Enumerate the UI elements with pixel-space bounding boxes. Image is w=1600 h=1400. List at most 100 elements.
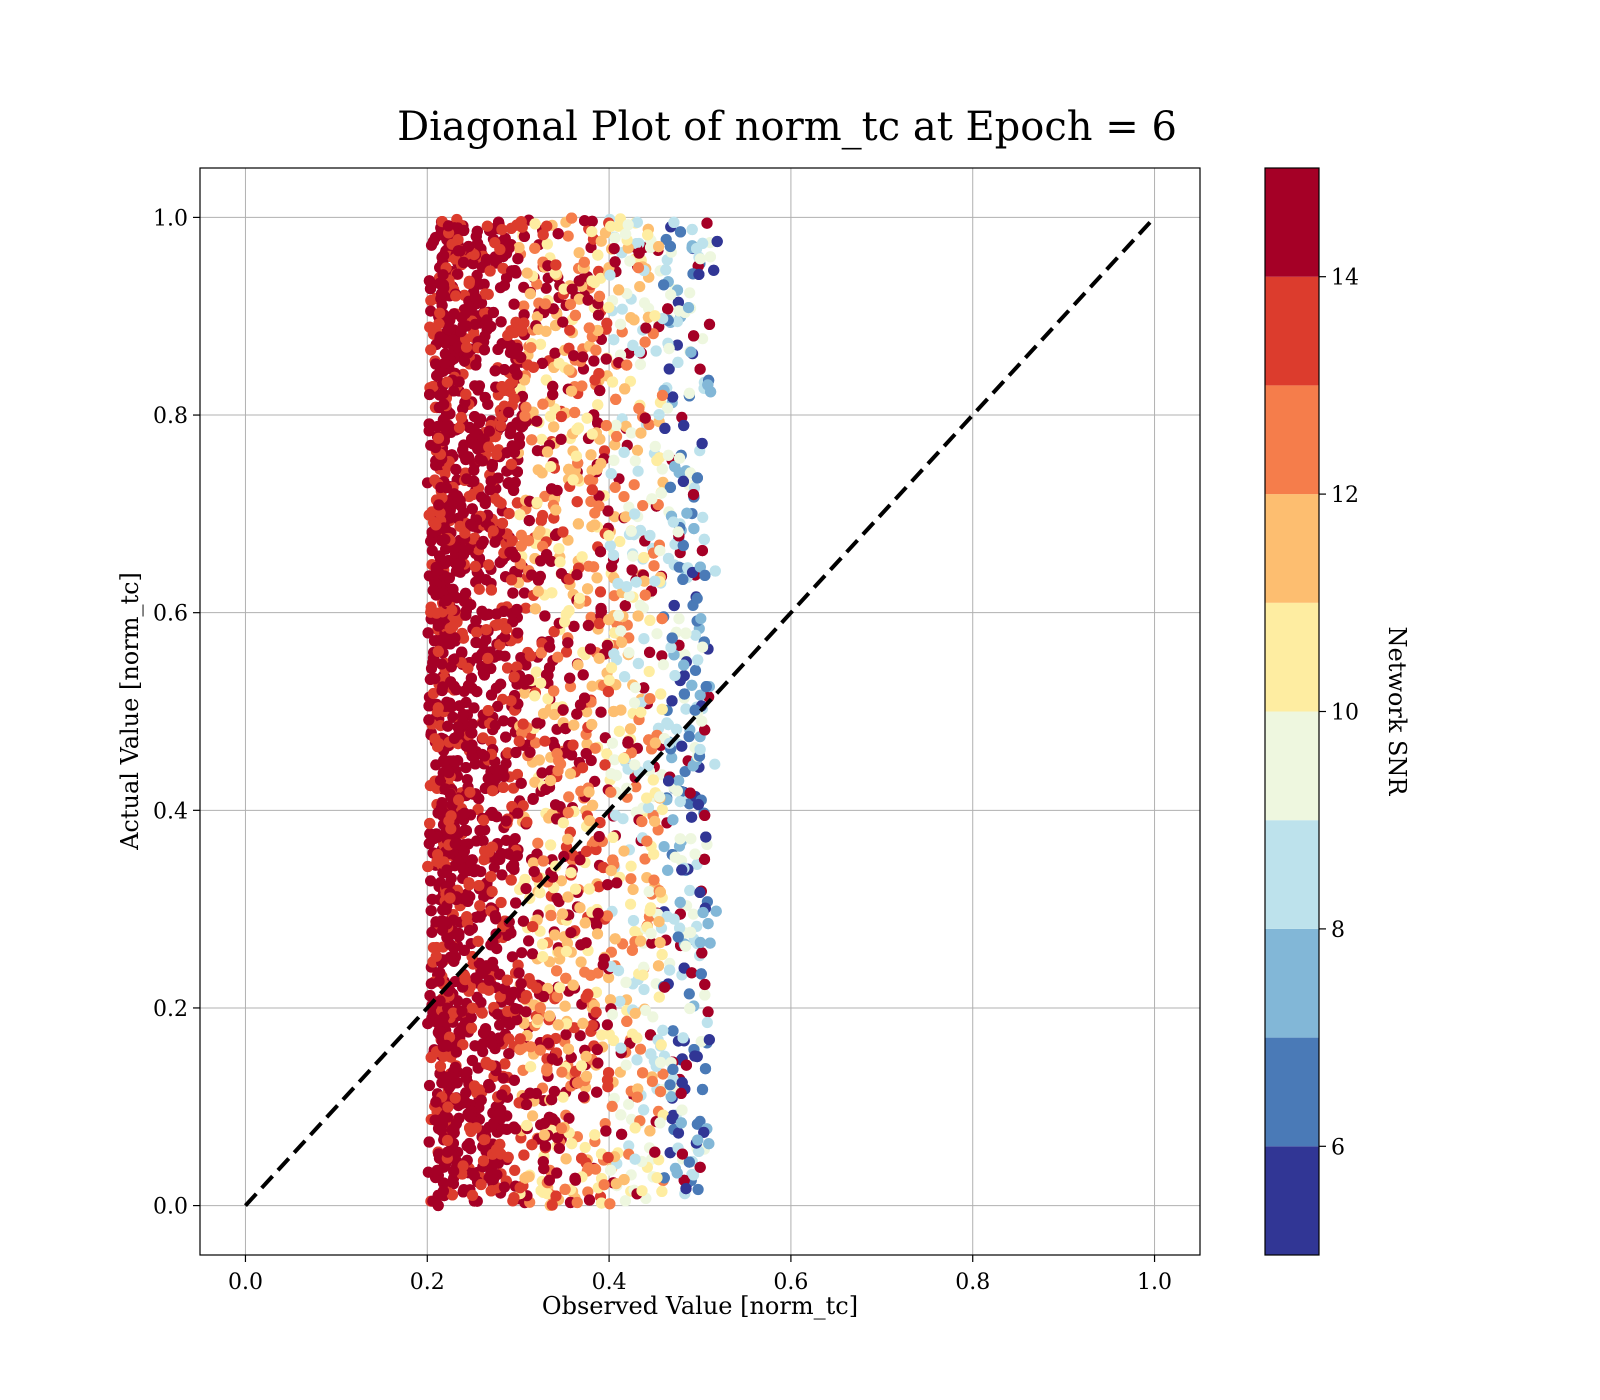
scatter-point: [612, 609, 625, 622]
scatter-point: [601, 639, 614, 651]
scatter-point: [625, 723, 637, 735]
scatter-point: [424, 828, 436, 840]
scatter-point: [629, 759, 641, 771]
scatter-point: [423, 700, 435, 712]
scatter-point: [505, 424, 517, 436]
scatter-point: [467, 488, 479, 501]
scatter-point: [423, 1079, 436, 1092]
scatter-point: [693, 268, 705, 280]
scatter-point: [427, 235, 440, 248]
scatter-point: [529, 776, 541, 788]
scatter-point: [665, 641, 677, 654]
scatter-point: [623, 1140, 635, 1152]
scatter-point: [544, 775, 557, 787]
scatter-point: [624, 255, 636, 267]
scatter-point: [667, 814, 679, 826]
scatter-point: [652, 960, 665, 972]
scatter-point: [570, 883, 582, 895]
scatter-point: [582, 1162, 595, 1174]
scatter-point: [643, 665, 655, 678]
scatter-point: [602, 686, 615, 698]
scatter-point: [423, 425, 435, 437]
scatter-point: [692, 1134, 704, 1146]
scatter-point: [536, 433, 548, 445]
scatter-point: [460, 388, 472, 400]
scatter-point: [518, 687, 531, 699]
scatter-point: [662, 719, 674, 731]
scatter-point: [683, 730, 695, 743]
scatter-point: [555, 433, 567, 445]
scatter-point: [611, 877, 623, 889]
scatter-point: [499, 1058, 511, 1070]
scatter-point: [497, 262, 509, 274]
scatter-point: [450, 463, 462, 476]
scatter-point: [643, 886, 655, 898]
scatter-point: [593, 617, 605, 630]
scatter-point: [577, 1017, 589, 1029]
scatter-point: [537, 951, 549, 963]
scatter-point: [592, 249, 604, 261]
scatter-point: [555, 410, 568, 423]
scatter-point: [605, 865, 617, 877]
scatter-point: [492, 700, 504, 713]
scatter-point: [460, 762, 472, 774]
scatter-point: [644, 1125, 656, 1137]
scatter-point: [495, 316, 507, 328]
scatter-point: [563, 364, 575, 376]
scatter-point: [513, 242, 525, 254]
scatter-point: [697, 333, 709, 345]
scatter-point: [710, 905, 722, 917]
scatter-point: [503, 242, 515, 254]
scatter-point: [687, 908, 700, 920]
scatter-point: [450, 1118, 462, 1130]
scatter-point: [632, 610, 644, 622]
scatter-point: [518, 230, 531, 242]
scatter-point: [565, 927, 577, 939]
scatter-point: [480, 1058, 492, 1070]
scatter-point: [585, 241, 597, 254]
scatter-point: [485, 662, 497, 675]
scatter-point: [454, 700, 466, 712]
scatter-point: [627, 883, 639, 896]
scatter-point: [603, 972, 615, 984]
scatter-point: [542, 693, 554, 705]
scatter-point: [470, 615, 482, 627]
scatter-point: [700, 831, 712, 843]
scatter-point: [607, 854, 619, 866]
scatter-point: [604, 540, 616, 552]
scatter-point: [634, 599, 647, 612]
scatter-point: [604, 994, 617, 1006]
scatter-point: [546, 1094, 558, 1106]
scatter-point: [689, 629, 702, 641]
scatter-point: [458, 944, 470, 957]
scatter-point: [432, 1017, 444, 1029]
scatter-point: [527, 793, 539, 805]
scatter-point: [654, 886, 667, 898]
scatter-point: [470, 1122, 482, 1134]
scatter-point: [610, 393, 622, 405]
scatter-point: [634, 281, 646, 293]
scatter-point: [457, 444, 469, 456]
scatter-point: [586, 215, 598, 227]
scatter-point: [553, 896, 565, 908]
scatter-point: [492, 619, 504, 631]
scatter-point: [479, 498, 491, 510]
scatter-point: [495, 896, 507, 909]
scatter-point: [564, 672, 576, 684]
scatter-point: [698, 853, 711, 865]
scatter-point: [583, 1194, 596, 1206]
scatter-point: [535, 677, 547, 689]
scatter-point: [684, 1002, 696, 1015]
scatter-point: [529, 690, 541, 702]
scatter-point: [465, 1011, 477, 1024]
scatter-point: [511, 850, 523, 862]
scatter-point: [526, 569, 538, 581]
scatter-point: [682, 302, 695, 314]
scatter-point: [508, 393, 520, 405]
scatter-point: [655, 487, 668, 499]
scatter-point: [553, 543, 565, 555]
scatter-point: [605, 1164, 617, 1176]
scatter-point: [678, 659, 690, 671]
scatter-point: [438, 916, 451, 928]
scatter-point: [468, 249, 480, 261]
